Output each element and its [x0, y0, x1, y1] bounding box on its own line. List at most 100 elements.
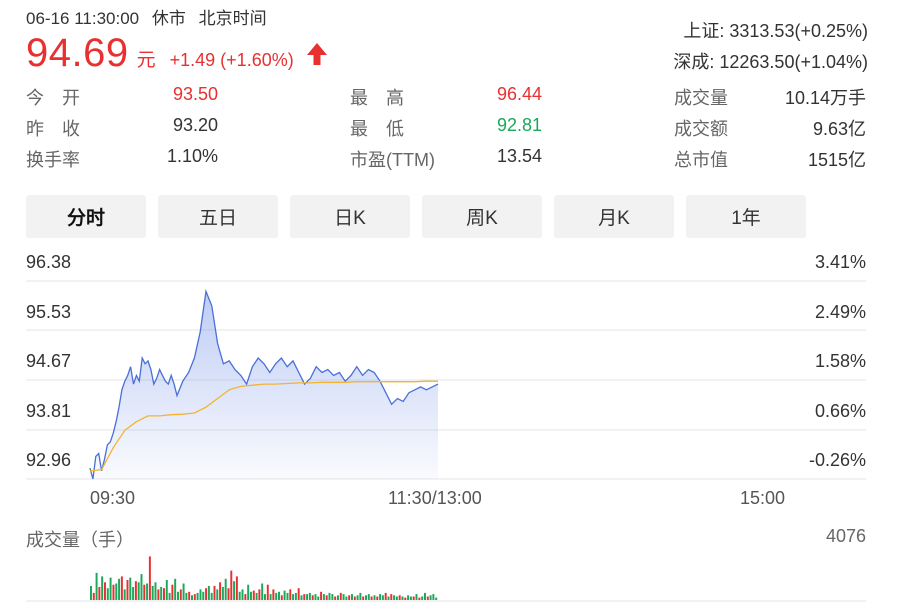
volume-bar	[432, 594, 435, 600]
volume-bar	[407, 595, 410, 600]
timezone-label: 北京时间	[198, 9, 267, 28]
volume-bar	[297, 588, 300, 600]
volume-bar	[109, 577, 112, 600]
volume-bar	[367, 594, 370, 600]
volume-bar	[193, 594, 196, 600]
tab-five-day[interactable]: 五日	[158, 195, 278, 238]
volume-bar	[356, 595, 359, 600]
tab-intraday[interactable]: 分时	[26, 195, 146, 238]
turnover-label: 换手率	[26, 150, 80, 170]
price-line	[89, 288, 439, 480]
arrow-up-icon	[306, 42, 327, 65]
volume-bar	[269, 594, 272, 600]
volume-bar	[395, 596, 398, 600]
volume-bar	[137, 582, 140, 600]
current-price: 94.69	[26, 31, 129, 75]
sh-index[interactable]: 上证: 3313.53(+0.25%)	[683, 21, 868, 41]
volume-value: 10.14万手	[784, 88, 866, 108]
volume-bar	[126, 580, 129, 600]
volume-bar	[140, 574, 143, 600]
volume-bar	[115, 583, 118, 600]
open-value: 93.50	[172, 84, 218, 104]
volume-bar	[118, 578, 121, 600]
volume-bar	[165, 580, 168, 600]
volume-bar	[345, 596, 348, 600]
volume-bar	[98, 587, 101, 600]
volume-bar	[132, 587, 135, 600]
tab-weekly-k[interactable]: 周K	[422, 195, 542, 238]
volume-bar	[227, 588, 230, 600]
volume-bar	[196, 592, 199, 600]
volume-title: 成交量（手）	[26, 530, 134, 550]
volume-bar	[151, 585, 154, 600]
volume-bar	[393, 595, 396, 600]
volume-bar	[219, 582, 222, 600]
volume-bar	[325, 595, 328, 600]
volume-bar	[424, 592, 426, 600]
volume-bar	[252, 590, 255, 600]
pct-axis-label: -0.26%	[808, 450, 866, 470]
volume-bar	[292, 594, 295, 600]
volume-bar	[221, 587, 224, 600]
tab-one-year[interactable]: 1年	[686, 195, 806, 238]
price-area	[90, 291, 438, 479]
volume-bar	[353, 596, 356, 600]
volume-bar	[168, 592, 171, 600]
volume-bar	[379, 594, 382, 600]
volume-bar	[348, 595, 351, 600]
volume-bar	[247, 584, 250, 600]
volume-bar	[95, 572, 98, 600]
volume-bar	[146, 583, 149, 600]
volume-bar	[415, 594, 418, 600]
volume-bar	[216, 589, 219, 600]
volume-bar	[322, 594, 325, 600]
volume-bar	[238, 591, 241, 600]
market-status: 休市	[151, 9, 186, 28]
volume-bar	[129, 577, 132, 600]
volume-bar	[199, 589, 202, 600]
volume-bar	[123, 589, 126, 600]
quote-datetime: 06-16 11:30:00	[26, 9, 140, 28]
volume-bar	[275, 592, 278, 600]
volume-bar	[255, 592, 258, 600]
volume-bar	[182, 583, 185, 600]
volume-bar	[106, 588, 109, 600]
volume-bar	[160, 587, 163, 600]
period-tabs: 分时 五日 日K 周K 月K 1年	[26, 195, 806, 238]
volume-bar	[207, 585, 210, 600]
volume-bar	[210, 592, 213, 600]
stat-row: 换手率 1.10% 市盈(TTM) 13.54 总市值 1515亿	[26, 146, 866, 177]
volume-bar	[426, 596, 429, 600]
sz-index[interactable]: 深成: 12263.50(+1.04%)	[673, 52, 868, 72]
volume-bar	[435, 597, 438, 600]
x-axis-label: 11:30/13:00	[388, 488, 482, 508]
volume-bar	[339, 592, 342, 600]
low-value: 92.81	[496, 115, 542, 135]
volume-bar	[120, 576, 123, 600]
market-cap-value: 1515亿	[807, 150, 866, 170]
volume-bar	[334, 596, 337, 600]
amount-label: 成交额	[674, 119, 728, 139]
volume-bar	[280, 595, 283, 600]
volume-bar	[337, 595, 339, 600]
volume-bar	[286, 592, 289, 600]
volume-bar	[376, 596, 379, 600]
status-line: 06-16 11:30:00 休市 北京时间	[26, 4, 328, 29]
tab-daily-k[interactable]: 日K	[290, 195, 410, 238]
volume-label: 成交量	[674, 88, 728, 108]
price-row: 94.69 元 +1.49 (+1.60%)	[26, 31, 328, 76]
stat-row: 昨 收 93.20 最 低 92.81 成交额 9.63亿	[26, 115, 866, 146]
volume-bar	[233, 581, 236, 600]
volume-bar	[401, 596, 404, 600]
volume-max-label: 4076	[825, 526, 866, 546]
tab-monthly-k[interactable]: 月K	[554, 195, 674, 238]
volume-bar	[306, 594, 309, 600]
x-axis-label: 09:30	[90, 488, 136, 508]
volume-bar	[205, 588, 208, 600]
volume-bar	[359, 592, 362, 600]
pe-value: 13.54	[496, 146, 542, 166]
volume-bar	[174, 578, 177, 600]
volume-bar	[381, 595, 384, 600]
open-label: 今 开	[26, 88, 80, 108]
